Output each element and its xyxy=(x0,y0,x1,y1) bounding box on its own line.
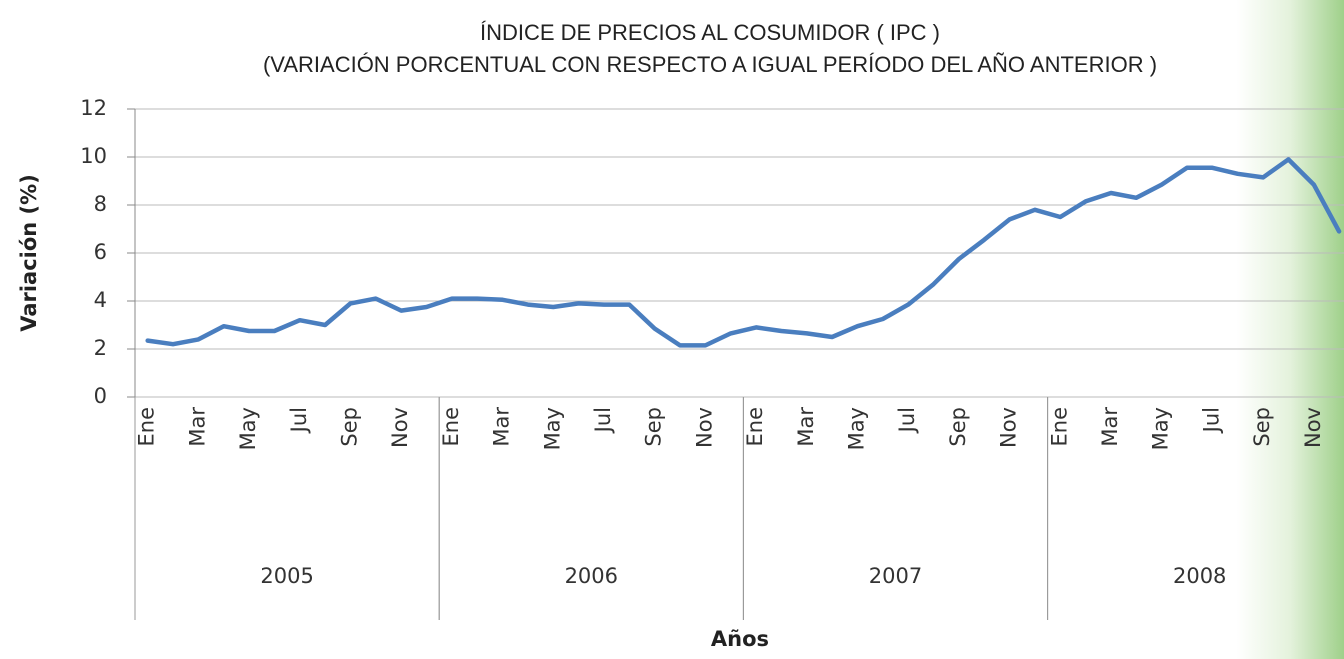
x-tick-label: Ene xyxy=(1047,407,1071,447)
x-tick-label: May xyxy=(1149,407,1173,450)
x-tick-label: Nov xyxy=(388,407,412,448)
x-tick-label: May xyxy=(236,407,260,450)
x-tick-label: Jul xyxy=(895,407,919,434)
year-label: 2006 xyxy=(565,564,618,588)
x-tick-label: Nov xyxy=(1301,407,1325,448)
chart-title: ÍNDICE DE PRECIOS AL COSUMIDOR ( IPC ) xyxy=(480,20,940,45)
x-tick-label: Sep xyxy=(946,407,970,447)
x-axis-label: Años xyxy=(711,627,769,651)
x-tick-label: May xyxy=(540,407,564,450)
x-tick-label: Jul xyxy=(1199,407,1223,434)
year-label: 2005 xyxy=(260,564,313,588)
x-tick-label: Nov xyxy=(692,407,716,448)
x-tick-label: Mar xyxy=(490,407,514,447)
x-tick-label: Ene xyxy=(743,407,767,447)
y-axis-label: Variación (%) xyxy=(17,174,41,332)
y-tick-label: 0 xyxy=(94,384,107,408)
x-tick-label: Mar xyxy=(185,407,209,447)
x-tick-label: Nov xyxy=(997,407,1021,448)
x-tick-label: Sep xyxy=(337,407,361,447)
x-tick-label: May xyxy=(844,407,868,450)
x-tick-label: Ene xyxy=(439,407,463,447)
x-tick-label: Mar xyxy=(1098,407,1122,447)
x-tick-label: Sep xyxy=(642,407,666,447)
chart-subtitle: (VARIACIÓN PORCENTUAL CON RESPECTO A IGU… xyxy=(263,52,1157,77)
y-tick-label: 12 xyxy=(80,96,107,120)
y-tick-label: 8 xyxy=(94,192,107,216)
y-tick-label: 10 xyxy=(80,144,107,168)
y-tick-label: 2 xyxy=(94,336,107,360)
x-tick-label: Jul xyxy=(591,407,615,434)
y-tick-label: 4 xyxy=(94,288,107,312)
x-tick-label: Sep xyxy=(1250,407,1274,447)
x-tick-label: Mar xyxy=(794,407,818,447)
year-label: 2007 xyxy=(869,564,922,588)
y-tick-label: 6 xyxy=(94,240,107,264)
year-label: 2008 xyxy=(1173,564,1226,588)
x-tick-label: Jul xyxy=(287,407,311,434)
data-line xyxy=(145,157,1342,348)
x-tick-label: Ene xyxy=(135,407,159,447)
